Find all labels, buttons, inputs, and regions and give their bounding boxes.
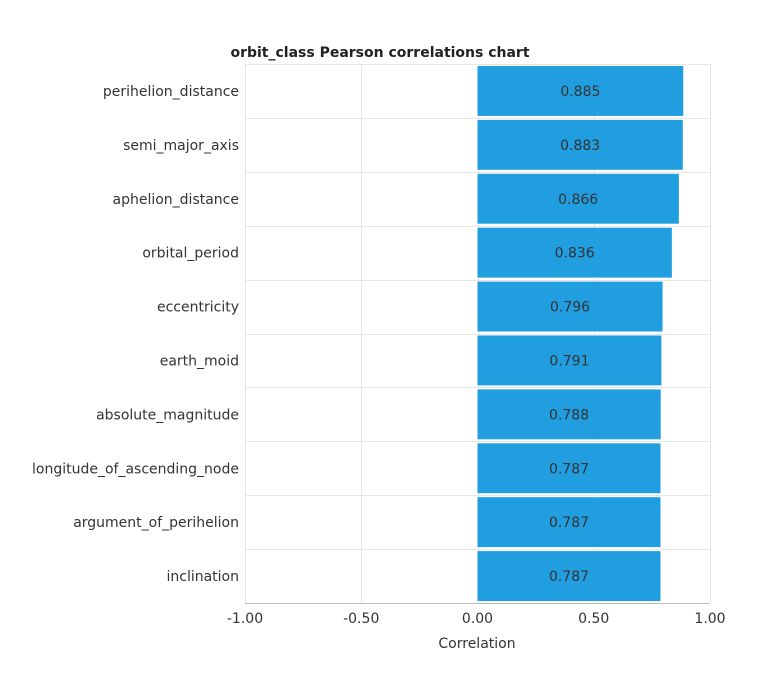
category-label: argument_of_perihelion [73, 515, 239, 531]
x-tick-label: -1.00 [227, 611, 263, 627]
bar-value-label: 0.836 [555, 246, 595, 262]
category-label: inclination [166, 569, 239, 585]
bar-value-label: 0.796 [550, 300, 590, 316]
bar-aphelion-distance [477, 173, 679, 224]
chart-title: orbit_class Pearson correlations chart [230, 45, 529, 61]
x-tick-label: 0.50 [578, 611, 609, 627]
x-axis-ticks: -1.00 -0.50 0.00 0.50 1.00 [227, 611, 726, 627]
bar-orbital-period [477, 227, 672, 278]
x-tick-label: 1.00 [694, 611, 725, 627]
category-label: eccentricity [157, 300, 239, 316]
bar-argument-of-perihelion [477, 497, 661, 548]
category-label: perihelion_distance [103, 84, 239, 100]
bar-value-label: 0.883 [560, 138, 600, 154]
bar-value-label: 0.885 [560, 84, 600, 100]
bars-layer: 0.885 0.883 0.866 0.836 0.796 0.791 0.788 0.787… [477, 66, 684, 601]
bar-eccentricity [477, 281, 663, 332]
category-label: semi_major_axis [123, 138, 239, 154]
bar-value-label: 0.787 [549, 515, 589, 531]
x-tick-label: 0.00 [462, 611, 493, 627]
category-label: earth_moid [160, 353, 239, 369]
category-label: absolute_magnitude [96, 407, 239, 423]
category-labels: perihelion_distance semi_major_axisapheli… [32, 84, 239, 585]
category-label: longitude_of_ascending_node [32, 461, 239, 477]
grid-layer [245, 64, 711, 604]
bar-perihelion-distance [477, 66, 684, 116]
bar-longitude-of-ascending-node [477, 443, 661, 494]
x-axis-title: Correlation [438, 636, 515, 652]
x-tick-label: -0.50 [343, 611, 379, 627]
bar-value-label: 0.787 [549, 461, 589, 477]
bar-semi-major-axis [477, 119, 683, 170]
bar-inclination [477, 551, 661, 601]
category-label: orbital_period [142, 246, 239, 262]
bar-value-label: 0.866 [558, 192, 598, 208]
bar-absolute-magnitude [477, 389, 661, 440]
bar-earth-moid [477, 335, 662, 386]
bar-value-label: 0.791 [549, 353, 589, 369]
bar-value-label: 0.787 [549, 569, 589, 585]
bar-value-label: 0.788 [549, 407, 589, 423]
category-label: aphelion_distance [113, 192, 240, 208]
